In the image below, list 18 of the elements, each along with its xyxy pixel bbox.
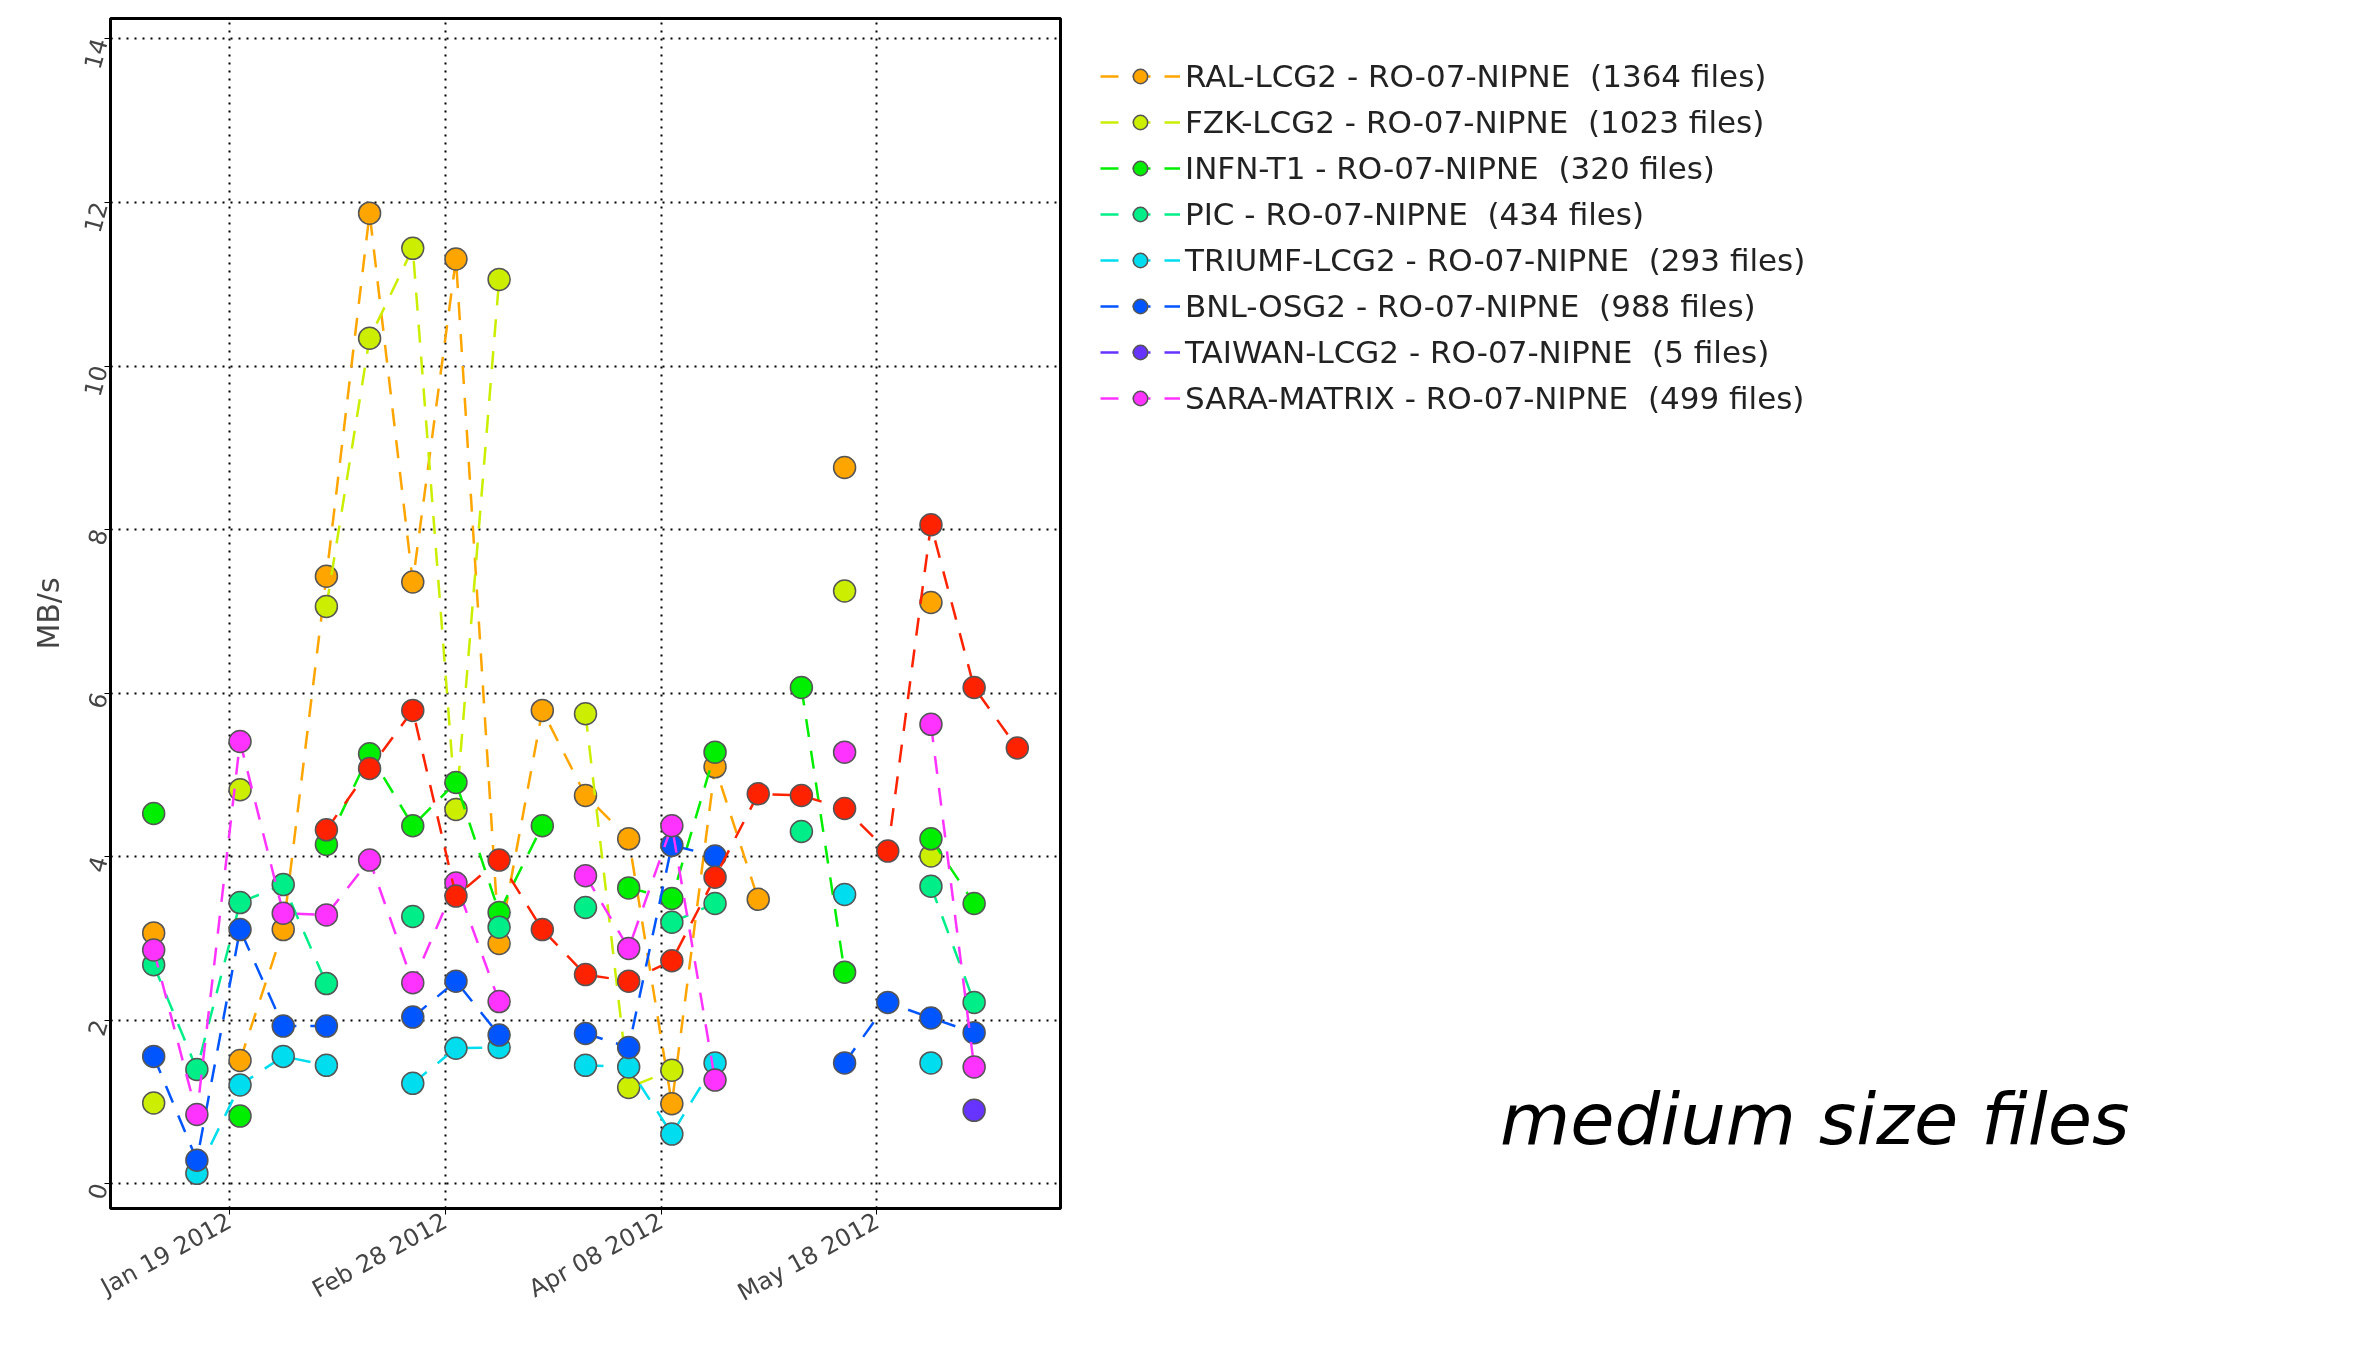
legend-label: RAL-LCG2 - RO-07-NIPNE (1364 files) xyxy=(1185,58,1767,94)
legend-label: PIC - RO-07-NIPNE (434 files) xyxy=(1185,196,1645,232)
text: medium size files xyxy=(1500,1076,2130,1163)
legend-label: SARA-MATRIX - RO-07-NIPNE (499 files) xyxy=(1185,380,1805,416)
y-tick-label: 8 xyxy=(82,526,114,549)
y-tick-label: 6 xyxy=(82,689,114,712)
legend-label: TRIUMF-LCG2 - RO-07-NIPNE (293 files) xyxy=(1185,242,1806,278)
y-tick-label: 0 xyxy=(82,1180,114,1203)
y-tick-label: 10 xyxy=(78,362,114,400)
y-axis-title: MB/s xyxy=(30,577,66,650)
legend-label: INFN-T1 - RO-07-NIPNE (320 files) xyxy=(1185,150,1715,186)
y-tick-label: 12 xyxy=(78,199,114,236)
legend-label: FZK-LCG2 - RO-07-NIPNE (1023 files) xyxy=(1185,104,1765,140)
y-tick-label: 4 xyxy=(82,853,114,876)
legend-label: BNL-OSG2 - RO-07-NIPNE (988 files) xyxy=(1185,288,1756,324)
legend-label: TAIWAN-LCG2 - RO-07-NIPNE (5 files) xyxy=(1185,334,1770,370)
y-tick-label: 2 xyxy=(82,1016,114,1040)
y-tick-label: 14 xyxy=(78,35,114,73)
